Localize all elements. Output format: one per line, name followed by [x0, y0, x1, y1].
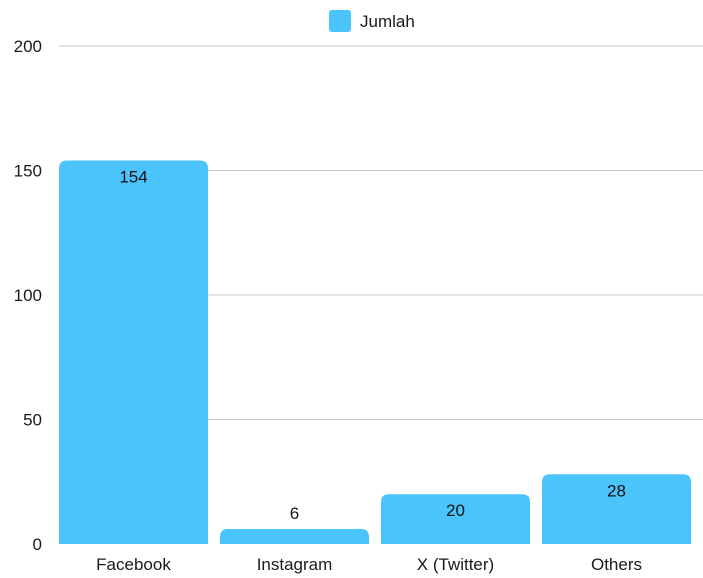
x-axis-category-labels: Facebook Instagram X (Twitter) Others: [96, 555, 642, 574]
y-tick-label-200: 200: [14, 37, 42, 56]
y-tick-label-50: 50: [23, 411, 42, 430]
x-tick-label-facebook: Facebook: [96, 555, 171, 574]
data-label-instagram: 6: [290, 504, 299, 523]
data-label-x-twitter: 20: [446, 501, 465, 520]
legend-swatch-jumlah: [329, 10, 351, 32]
bar-x-twitter: [381, 494, 530, 544]
data-label-facebook: 154: [119, 168, 147, 187]
legend: Jumlah: [329, 10, 415, 32]
y-axis-tick-labels: 0 50 100 150 200: [14, 37, 42, 554]
bar-others: [542, 474, 691, 544]
x-tick-label-others: Others: [591, 555, 642, 574]
bar-facebook: [59, 160, 208, 545]
data-label-others: 28: [607, 481, 626, 500]
bar-instagram: [220, 529, 369, 544]
x-tick-label-x-twitter: X (Twitter): [417, 555, 494, 574]
y-tick-label-100: 100: [14, 286, 42, 305]
bars: [59, 160, 691, 545]
data-labels: 154 6 20 28: [119, 168, 626, 524]
y-tick-label-0: 0: [33, 535, 42, 554]
legend-label-jumlah: Jumlah: [360, 12, 415, 31]
y-tick-label-150: 150: [14, 162, 42, 181]
x-tick-label-instagram: Instagram: [257, 555, 333, 574]
